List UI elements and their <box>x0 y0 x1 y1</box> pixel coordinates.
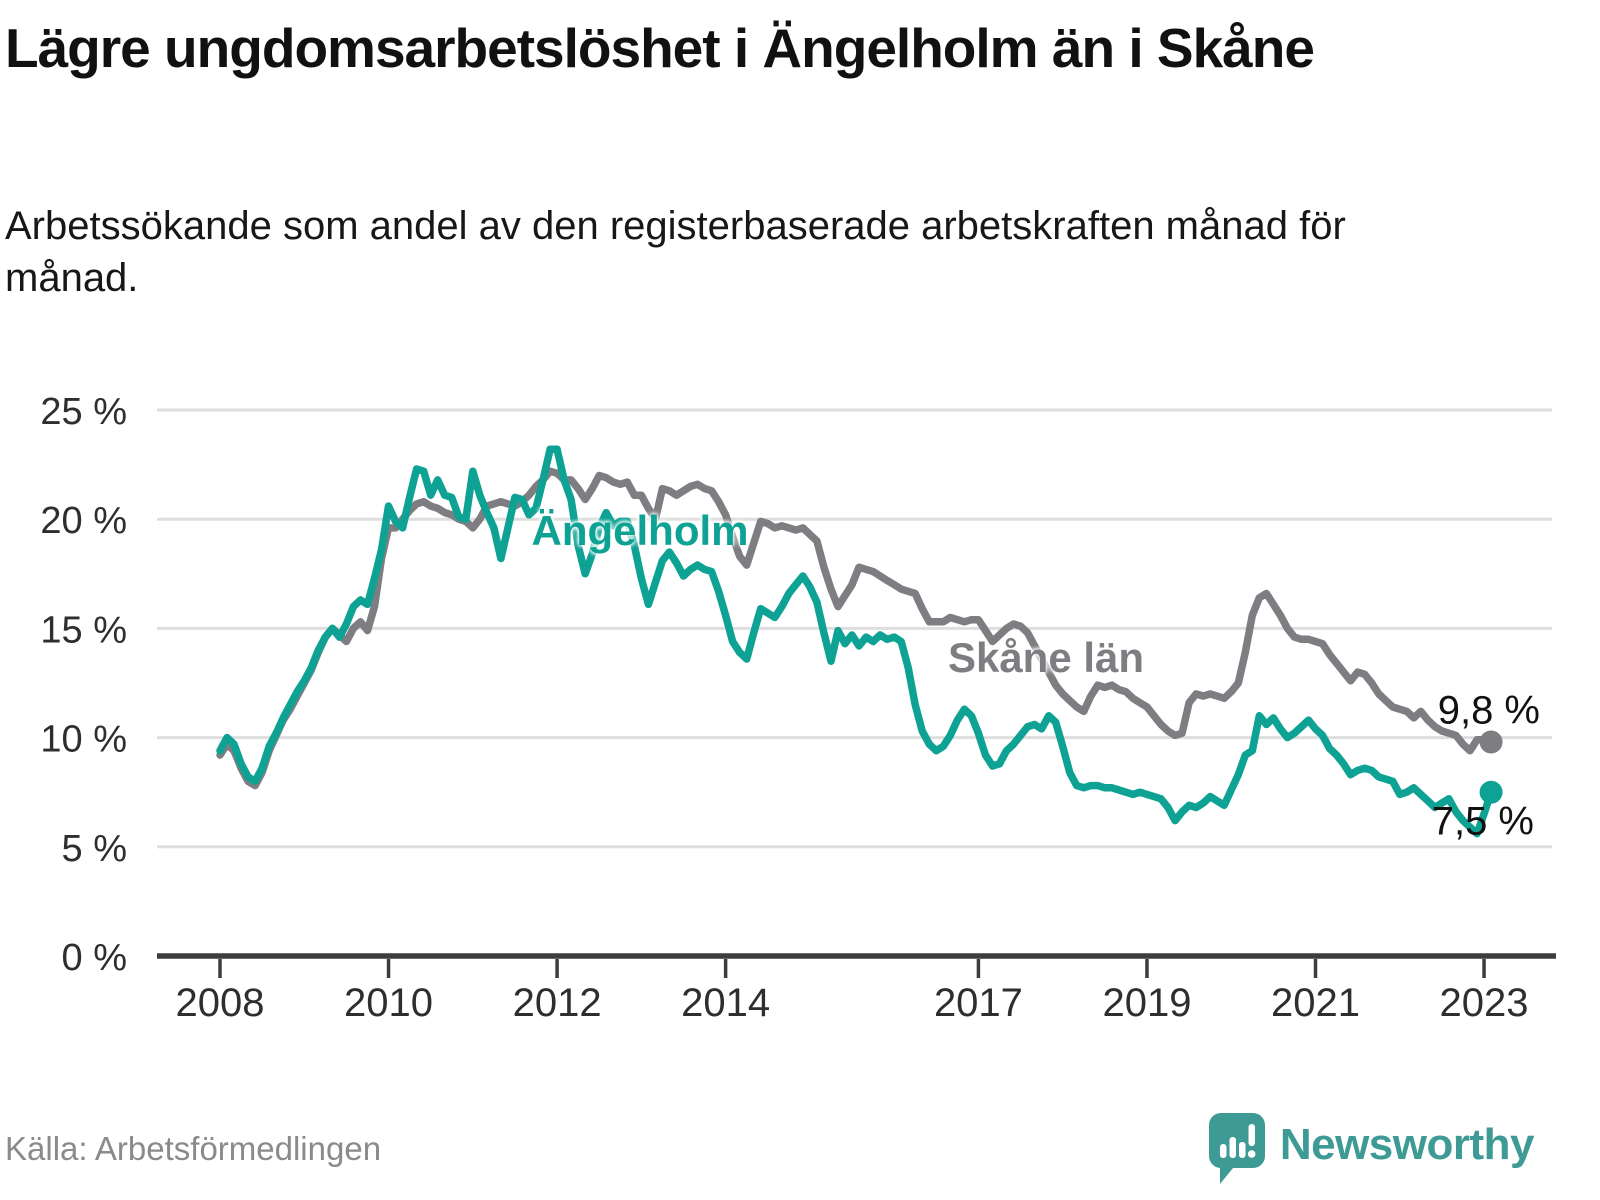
bar-chart-speech-bubble-icon <box>1208 1113 1265 1184</box>
y-tick-label-0: 0 % <box>62 937 127 979</box>
line--ngelholm <box>216 445 1495 838</box>
x-tick-label-2010: 2010 <box>344 981 433 1025</box>
y-tick-label-20: 20 % <box>40 500 127 542</box>
series-label-angelholm: Ängelholm <box>531 507 749 554</box>
end-dot--ngelholm <box>1479 780 1503 804</box>
x-tick-label-2023: 2023 <box>1440 981 1529 1025</box>
y-tick-label-15: 15 % <box>40 609 127 651</box>
line-sk-ne-l-n <box>216 467 1495 790</box>
y-tick-label-10: 10 % <box>40 719 127 761</box>
x-tick-label-2019: 2019 <box>1102 981 1191 1025</box>
newsworthy-logo: Newsworthy <box>1208 1112 1535 1186</box>
end-value-skane-lan: 9,8 % <box>1437 688 1540 733</box>
x-tick-label-2014: 2014 <box>681 981 770 1025</box>
series-label-skane-lan: Skåne län <box>947 634 1145 681</box>
source-attribution: Källa: Arbetsförmedlingen <box>5 1130 382 1167</box>
x-tick-label-2017: 2017 <box>934 981 1023 1025</box>
x-tick-label-2008: 2008 <box>176 981 265 1025</box>
page-title: Lägre ungdomsarbetslöshet i Ängelholm än… <box>5 17 1315 79</box>
newsworthy-wordmark: Newsworthy <box>1279 1120 1535 1169</box>
x-tick-label-2012: 2012 <box>513 981 602 1025</box>
y-tick-label-25: 25 % <box>40 391 127 433</box>
y-tick-label-5: 5 % <box>62 828 127 870</box>
chart-subtitle: Arbetssökande som andel av den registerb… <box>5 204 1346 300</box>
x-tick-label-2021: 2021 <box>1271 981 1360 1025</box>
end-dot-sk-ne-l-n <box>1479 730 1503 754</box>
end-value-angelholm: 7,5 % <box>1431 799 1534 844</box>
